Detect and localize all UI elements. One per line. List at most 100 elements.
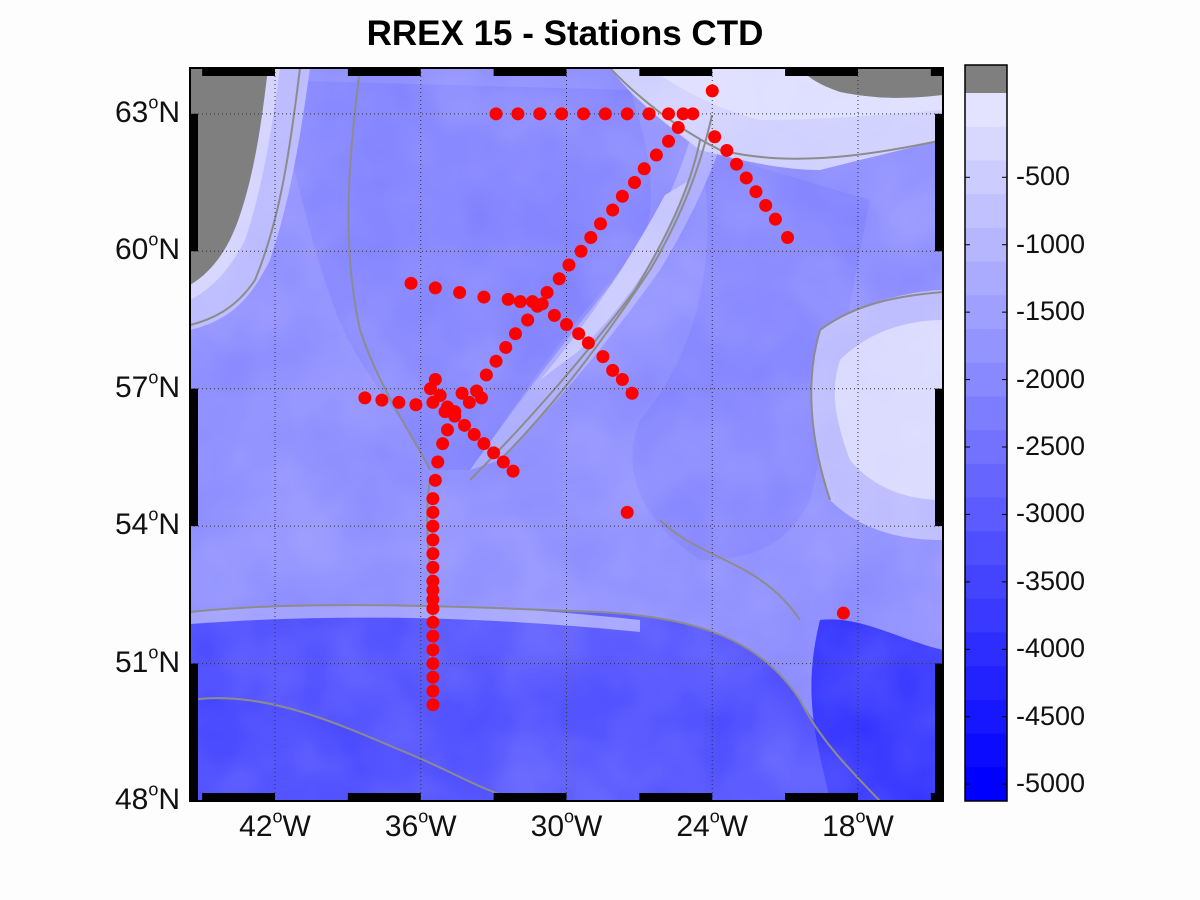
frame-bar-top <box>347 68 421 76</box>
station-point <box>409 398 423 412</box>
station-point <box>489 354 503 368</box>
colorbar-level <box>965 497 1007 532</box>
station-point <box>533 107 547 121</box>
station-point <box>628 176 642 190</box>
station-point <box>552 272 566 286</box>
frame-bar-right <box>935 663 943 801</box>
lon-label-18: 18oW <box>822 806 894 843</box>
station-point <box>759 198 773 212</box>
colorbar-level <box>965 329 1007 364</box>
colorbar-label: -4000 <box>1016 633 1086 664</box>
lat-label-60: 60oN <box>114 229 180 267</box>
station-point <box>513 295 527 309</box>
frame-bar-left <box>190 113 198 252</box>
colorbar-level <box>965 767 1007 802</box>
station-point <box>606 203 620 217</box>
station-point <box>426 684 440 698</box>
colorbar-label: -5000 <box>1016 768 1086 799</box>
station-point <box>426 698 440 712</box>
station-point <box>620 505 634 519</box>
station-point <box>676 107 690 121</box>
station-point <box>440 423 454 437</box>
colorbar-level <box>965 699 1007 735</box>
bathymetry-map <box>190 68 943 801</box>
colorbar-level <box>965 126 1007 161</box>
colorbar-level <box>965 531 1007 566</box>
station-point <box>487 446 501 460</box>
station-point <box>426 533 440 547</box>
station-point <box>560 318 573 332</box>
station-point <box>455 386 469 400</box>
colorbar-land <box>965 65 1007 93</box>
colorbar-level <box>965 666 1007 701</box>
frame-bar-top <box>639 68 713 76</box>
station-point <box>637 162 651 176</box>
station-point <box>535 297 549 311</box>
colorbar-level <box>965 632 1007 667</box>
station-point <box>540 285 554 299</box>
colorbar-level <box>965 227 1007 263</box>
colorbar-level <box>965 295 1007 330</box>
station-point <box>705 84 719 98</box>
station-point <box>477 437 491 451</box>
frame-bar-left <box>190 663 198 801</box>
lat-label-51: 51oN <box>114 642 180 679</box>
station-point <box>426 560 440 574</box>
station-point <box>474 391 488 405</box>
station-point <box>508 327 522 341</box>
station-point <box>426 670 440 684</box>
station-point <box>496 455 510 469</box>
station-point <box>562 258 576 272</box>
colorbar-label: -3000 <box>1016 498 1086 529</box>
station-point <box>625 386 639 400</box>
station-point <box>620 107 634 121</box>
station-point <box>426 547 440 561</box>
station-point <box>426 643 440 657</box>
colorbar-label: -4500 <box>1016 700 1086 731</box>
station-point <box>547 308 561 322</box>
station-point <box>836 606 850 620</box>
frame-bar-top <box>930 68 943 76</box>
station-point <box>453 285 467 299</box>
colorbar-label: -1000 <box>1016 228 1086 259</box>
frame-bar-bottom <box>785 793 858 801</box>
colorbar-label: -2000 <box>1016 363 1086 394</box>
frame-bar-top <box>785 68 858 76</box>
station-point <box>577 107 591 121</box>
frame-bar-bottom <box>639 793 713 801</box>
lat-label-48: 48oN <box>114 779 180 816</box>
station-point <box>392 395 406 409</box>
station-point <box>489 107 503 121</box>
station-point <box>555 107 569 121</box>
station-point <box>615 373 629 387</box>
frame-bar-bottom <box>202 793 276 801</box>
colorbar-level <box>965 598 1007 633</box>
station-point <box>606 363 620 377</box>
station-point <box>426 492 440 506</box>
station-point <box>671 121 685 135</box>
lat-label-54: 54oN <box>114 504 180 542</box>
station-point <box>768 212 782 226</box>
map-title: RREX 15 - Stations CTD <box>366 14 764 53</box>
station-point <box>428 373 442 387</box>
station-point <box>594 217 608 231</box>
colorbar-label: -3500 <box>1016 565 1086 596</box>
station-point <box>584 231 598 245</box>
station-point <box>781 231 795 245</box>
station-point <box>581 336 595 350</box>
frame-bar-bottom <box>493 793 567 801</box>
station-point <box>462 395 476 409</box>
station-point <box>467 428 481 441</box>
colorbar-level <box>965 396 1007 431</box>
station-point <box>477 290 491 304</box>
station-point <box>426 574 440 588</box>
station-point <box>431 455 445 469</box>
bathymetry-texture <box>190 68 943 801</box>
station-point <box>662 107 676 121</box>
frame-bar-left <box>190 388 198 527</box>
colorbar-border <box>964 64 1008 802</box>
station-point <box>438 405 452 419</box>
station-point <box>448 409 462 423</box>
station-point <box>720 143 734 157</box>
